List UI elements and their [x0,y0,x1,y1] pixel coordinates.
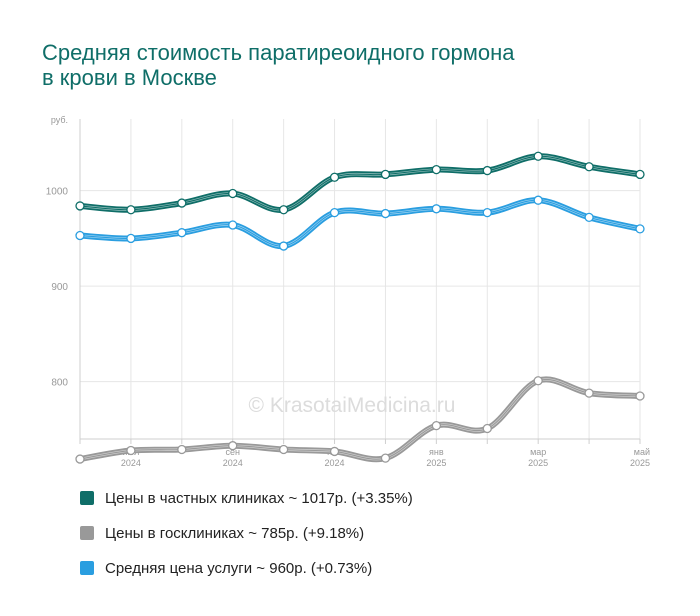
data-point [228,441,238,451]
data-point [329,172,340,182]
data-point [75,454,85,464]
data-point [380,453,391,463]
x-tick-label-year: 2024 [121,458,141,468]
data-point [278,205,289,215]
data-point [380,169,391,180]
x-tick-label-year: 2025 [528,458,548,468]
data-point [635,169,645,180]
data-point [278,444,289,455]
x-tick-label-month: янв [429,447,444,457]
data-point [584,388,594,398]
data-point [177,444,187,455]
data-point [635,224,645,234]
x-tick-label-year: 2025 [426,458,446,468]
y-tick-label: 1000 [46,187,69,198]
legend-item: Цены в частных клиниках ~ 1017р. (+3.35%… [80,488,413,508]
data-point [278,241,289,251]
data-point [228,220,238,230]
y-tick-label: 800 [51,378,68,389]
x-tick-label-year: 2024 [325,458,345,468]
data-point [329,446,340,457]
chart-title-line-2: в крови в Москве [42,65,217,90]
x-tick-label-year: 2025 [630,458,650,468]
watermark: © KrasotaiMedicina.ru [249,394,456,417]
data-point [482,165,492,176]
data-point [431,420,442,431]
data-point [635,391,645,401]
x-tick-label-month: сен [225,447,240,457]
legend-item: Цены в госклиниках ~ 785р. (+9.18%) [80,523,413,543]
y-unit-label: руб. [51,115,68,125]
data-point [126,233,136,244]
series-layer [75,151,645,464]
legend-label: Цены в госклиниках ~ 785р. (+9.18%) [105,524,365,542]
data-point [329,207,340,218]
data-point [431,204,442,214]
chart-title: Средняя стоимость паратиреоидного гормон… [42,40,662,90]
data-point [380,208,391,219]
series-line-outline [77,376,643,463]
data-point [75,230,85,241]
legend-swatch [80,491,94,505]
data-point [177,228,187,238]
x-tick-label-year: 2024 [223,458,243,468]
legend-label: Средняя цена услуги ~ 960р. (+0.73%) [105,559,373,577]
data-point [584,212,594,223]
data-point [482,207,492,218]
data-point [126,205,136,215]
grid-layer [79,119,641,439]
data-point [533,151,543,161]
data-point [584,162,594,172]
data-point [228,188,238,199]
legend-label: Цены в частных клиниках ~ 1017р. (+3.35%… [105,489,413,507]
data-point [126,445,136,456]
data-point [177,198,187,208]
chart-title-line-1: Средняя стоимость паратиреоидного гормон… [42,40,515,65]
x-tick-label-month: мар [530,447,546,457]
data-point [482,423,492,434]
legend-swatch [80,561,94,575]
legend-swatch [80,526,94,540]
data-point [431,164,442,175]
data-point [533,376,543,386]
legend-item: Средняя цена услуги ~ 960р. (+0.73%) [80,558,413,578]
data-point [533,195,543,205]
data-point [75,201,85,211]
x-tick-label-month: май [634,447,650,457]
legend: Цены в частных клиниках ~ 1017р. (+3.35%… [80,488,413,593]
y-tick-label: 900 [51,282,68,293]
